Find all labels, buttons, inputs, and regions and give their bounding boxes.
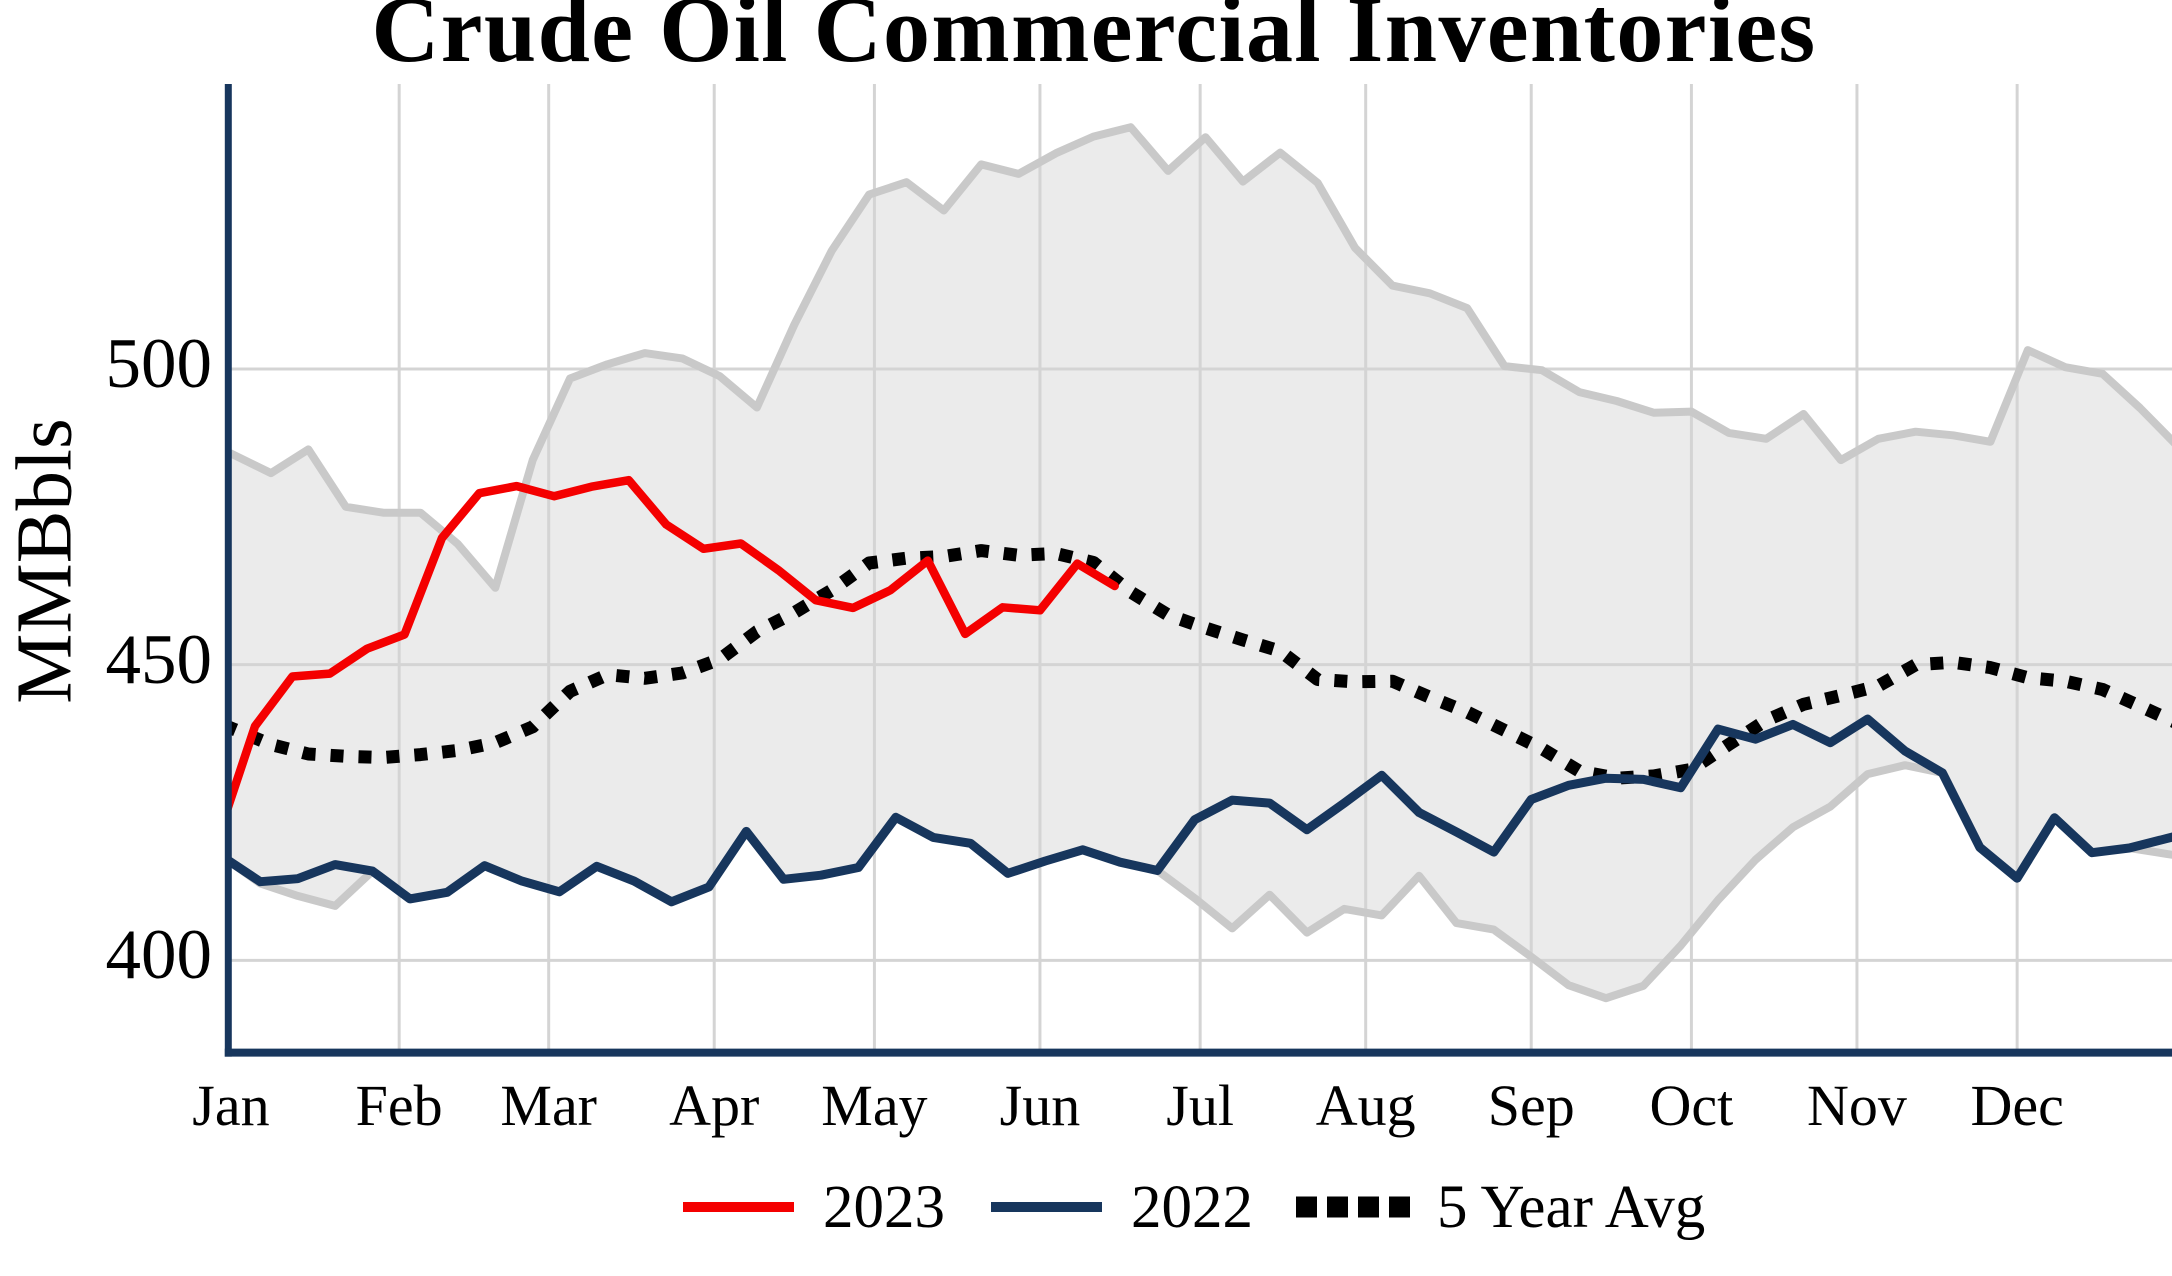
chart-title: Crude Oil Commercial Inventories [371,0,1817,82]
data-series [228,123,2172,1003]
series-2022-line [228,714,2172,907]
x-tick-label-sep: Sep [1487,1073,1575,1138]
x-tick-label-mar: Mar [500,1073,598,1138]
x-tick-label-dec: Dec [1970,1073,2064,1138]
x-tick-label-jun: Jun [999,1073,1081,1138]
x-tick-label-apr: Apr [669,1073,760,1138]
y-tick-label-400: 400 [105,916,213,995]
band-5yr-range-fill [228,127,2172,999]
x-tick-label-nov: Nov [1806,1073,1907,1138]
legend-label-2022: 2022 [1131,1174,1253,1241]
legend-swatch-2022 [991,1202,1102,1212]
y-tick-label-500: 500 [105,325,213,404]
series-2023-line [228,475,1119,820]
legend-label-2023: 2023 [823,1174,945,1241]
legend-label-5-year-avg: 5 Year Avg [1437,1174,1706,1241]
y-tick-label-450: 450 [105,620,213,699]
x-tick-label-jul: Jul [1166,1073,1234,1138]
series-5-year-avg-line [228,544,2172,785]
x-tick-label-oct: Oct [1649,1073,1734,1138]
x-tick-label-aug: Aug [1315,1073,1416,1138]
x-tick-label-jan: Jan [192,1073,270,1138]
legend-swatch-2023 [683,1202,794,1212]
axes [224,84,2172,1057]
gridlines [228,84,2172,1053]
x-tick-label-feb: Feb [355,1073,443,1138]
x-tick-label-may: May [821,1073,928,1138]
legend-swatch-5-year-avg [1296,1196,1410,1218]
